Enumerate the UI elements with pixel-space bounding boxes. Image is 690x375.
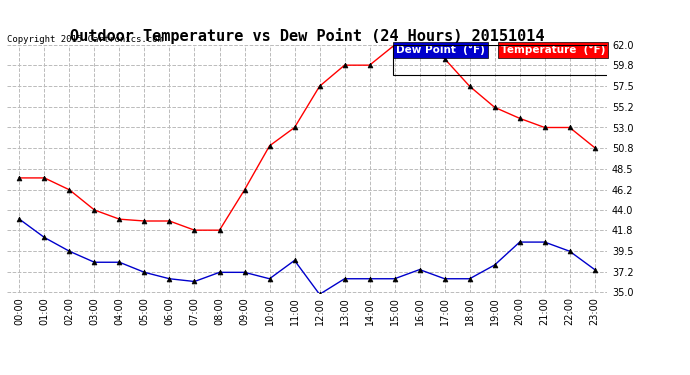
- Text: Copyright 2015 Cartronics.com: Copyright 2015 Cartronics.com: [7, 35, 163, 44]
- Text: Temperature  (°F): Temperature (°F): [501, 45, 605, 55]
- Title: Outdoor Temperature vs Dew Point (24 Hours) 20151014: Outdoor Temperature vs Dew Point (24 Hou…: [70, 28, 544, 44]
- Text: Dew Point  (°F): Dew Point (°F): [396, 45, 485, 55]
